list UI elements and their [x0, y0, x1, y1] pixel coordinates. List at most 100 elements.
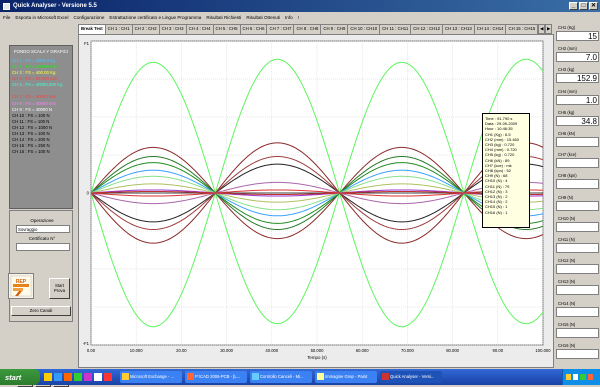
start-button-label: start — [5, 372, 22, 382]
readout-label: CH12 (N) — [558, 258, 576, 264]
tray-icon[interactable] — [587, 374, 593, 380]
menu-export-excel[interactable]: Esporta in Microsoft Excel — [15, 15, 69, 20]
quicklaunch-icon[interactable] — [54, 373, 62, 381]
taskbar-window-button[interactable]: Microsoft Exchange - ... — [120, 371, 182, 383]
certificate-input[interactable] — [16, 243, 70, 251]
channel-scale-line: CH 10 : FS = 100 N — [12, 112, 50, 118]
taskbar-window-label: Controllo Canceli - Mi... — [260, 374, 304, 379]
tab-ch7[interactable]: CH 7 : CH7 — [266, 24, 295, 34]
readout-label: CH9 (N) — [558, 194, 574, 200]
close-button[interactable]: ✕ — [589, 2, 598, 10]
tooltip-line: Hour : 10:46:35 — [485, 126, 513, 132]
menu-obtained-results[interactable]: Risultati Ottenuti — [246, 15, 281, 20]
x-axis-label: Tempo (s) — [307, 355, 327, 360]
readout-label: CH8 (kpn) — [558, 173, 577, 179]
x-tick-label: 30.000 — [220, 348, 233, 353]
quicklaunch-icon[interactable] — [104, 373, 112, 381]
readout-value — [556, 221, 599, 232]
quicklaunch-icon[interactable] — [64, 373, 72, 381]
tab-ch2[interactable]: CH 2 : CH2 — [131, 24, 160, 34]
tray-icon[interactable] — [566, 374, 572, 380]
tab-ch9[interactable]: CH 9 : CH9 — [320, 24, 349, 34]
tab-ch15[interactable]: CH 15 : CH15 — [505, 24, 539, 34]
quicklaunch-icon[interactable] — [44, 373, 52, 381]
taskbar: start Microsoft Exchange - ... P:\CAD 200… — [0, 369, 600, 385]
start-test-button[interactable]: Start Prova — [49, 278, 70, 299]
readout-value — [556, 285, 599, 296]
x-tick-label: 10.000 — [130, 348, 143, 353]
minimize-button[interactable]: _ — [569, 2, 578, 10]
tooltip-line: CH14 (N) : 2 — [485, 199, 508, 205]
readout-value: 34.8 — [556, 115, 599, 126]
tooltip-line: CH8 (kpn) : 52 — [485, 168, 512, 174]
readout-value: 1.0 — [556, 94, 599, 105]
tray-clock — [595, 374, 600, 380]
taskbar-window-button[interactable]: Quick Analyser - Versi... — [380, 371, 442, 383]
taskbar-window-label: Immagine Grep - Paint — [325, 374, 368, 379]
menu-help[interactable]: ! — [297, 15, 299, 20]
tab-ch4[interactable]: CH 4 : CH4 — [185, 24, 214, 34]
taskbar-window-button[interactable]: Immagine Grep - Paint — [315, 371, 377, 383]
menu-file[interactable]: File — [3, 15, 11, 20]
quicklaunch-icon[interactable] — [84, 373, 92, 381]
menu-requested-results[interactable]: Risultati Richiesti — [206, 15, 242, 20]
menu-configuration[interactable]: Configurazione — [73, 15, 105, 20]
readout-value — [556, 243, 599, 253]
tray-icon[interactable] — [573, 374, 579, 380]
tab-ch10[interactable]: CH 10 : CH10 — [347, 24, 381, 34]
taskbar-window-button[interactable]: Controllo Canceli - Mi... — [250, 371, 312, 383]
tab-ch8[interactable]: CH 8 : CH8 — [293, 24, 322, 34]
tab-ch5[interactable]: CH 5 : CH5 — [212, 24, 241, 34]
tooltip-line: CH1 (Kg) : 6.5 — [485, 131, 511, 137]
operation-input[interactable]: Sovraggio — [16, 225, 70, 233]
rep-logo-button[interactable]: REP — [8, 273, 34, 299]
tray-icon[interactable] — [580, 374, 586, 380]
readout-value — [556, 349, 599, 359]
x-tick-label: 50.000 — [311, 348, 324, 353]
series-line — [90, 162, 544, 224]
x-tick-label: 40.000 — [265, 348, 278, 353]
series-line — [90, 146, 544, 240]
app-icon — [3, 2, 10, 10]
tab-scroll-right-icon[interactable]: ▶ — [545, 24, 553, 34]
readout-label: CH7 (kce) — [558, 152, 577, 158]
tab-ch1[interactable]: CH 1 : CH1 — [104, 24, 133, 34]
menu-info[interactable]: Info — [285, 15, 293, 20]
tab-ch13[interactable]: CH 13 : CH13 — [441, 24, 475, 34]
maximize-button[interactable]: □ — [579, 2, 588, 10]
readout-label: CH3 (kg) — [558, 67, 575, 73]
quick-launch — [44, 373, 112, 381]
series-line — [90, 175, 544, 211]
y-tick-bottom-label: -F1 — [83, 341, 90, 346]
operation-label: Operazione — [30, 218, 54, 223]
quicklaunch-icon[interactable] — [74, 373, 82, 381]
start-button[interactable]: start — [0, 369, 40, 385]
readout-label: CH10 (N) — [558, 215, 576, 221]
taskbar-window-label: Microsoft Exchange - ... — [130, 374, 174, 379]
channel-scale-line: CH 2 : FS = 30.000 mm — [12, 64, 58, 70]
readout-label: CH15 (N) — [558, 321, 576, 327]
tab-ch11[interactable]: CH 11 : CH11 — [379, 24, 412, 34]
tooltip-line: Data : 29-09-2009 — [485, 121, 518, 127]
tab-ch3[interactable]: CH 3 : CH3 — [158, 24, 187, 34]
tab-ch6[interactable]: CH 6 : CH6 — [239, 24, 268, 34]
zero-channels-button[interactable]: Zero Canali — [11, 306, 71, 316]
readout-label: CH2 (mm) — [558, 46, 577, 52]
tab-ch14[interactable]: CH 14 : CH14 — [473, 24, 507, 34]
readout-value — [556, 306, 599, 317]
channel-list: CH 1 : FS = 1000.0 Kg CH 2 : FS = 30.000 … — [12, 58, 70, 155]
window-controls: _ □ ✕ — [569, 2, 598, 10]
chart-svg: 0.00 10.000 20.00 30.000 40.000 50.000 60.000 7… — [83, 40, 551, 360]
taskbar-window-icon — [187, 373, 194, 380]
tooltip-line: CH16 (N) : 1 — [485, 209, 508, 215]
scale-legend: FONDO SCALA Y GRAFICI CH 1 : FS = 1000.0… — [9, 45, 73, 209]
quicklaunch-icon[interactable] — [94, 373, 102, 381]
taskbar-window-button[interactable]: P:\CAD 2006-PCB - [L... — [185, 371, 247, 383]
tab-ch12[interactable]: CH 12 : CH12 — [410, 24, 443, 34]
tab-break-test[interactable]: Break Test — [78, 24, 106, 34]
menu-certificate-language[interactable]: Estrattazione certificato e Lingue Progr… — [109, 15, 202, 20]
series-line — [90, 142, 544, 244]
tab-scroll-left-icon[interactable]: ◀ — [538, 24, 546, 34]
readout-label: CH11 (N) — [558, 237, 575, 242]
channel-scale-line: CH 11 : FS = 100 N — [12, 118, 50, 124]
